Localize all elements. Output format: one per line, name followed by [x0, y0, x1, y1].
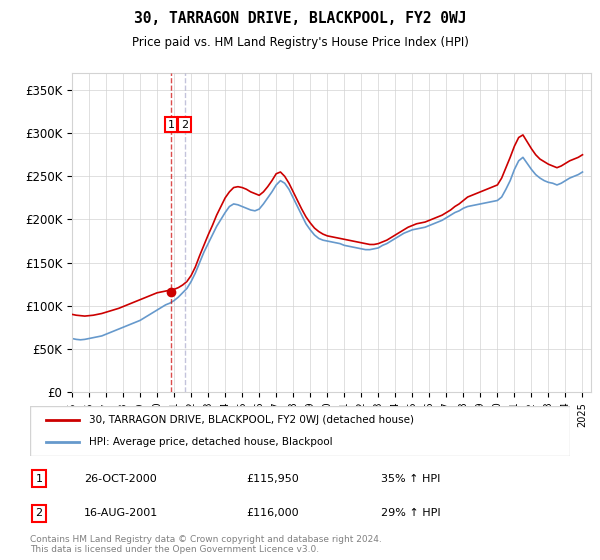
Text: Price paid vs. HM Land Registry's House Price Index (HPI): Price paid vs. HM Land Registry's House … — [131, 36, 469, 49]
Text: HPI: Average price, detached house, Blackpool: HPI: Average price, detached house, Blac… — [89, 437, 333, 447]
Text: 2: 2 — [181, 120, 188, 129]
Text: 30, TARRAGON DRIVE, BLACKPOOL, FY2 0WJ (detached house): 30, TARRAGON DRIVE, BLACKPOOL, FY2 0WJ (… — [89, 415, 415, 425]
Text: 16-AUG-2001: 16-AUG-2001 — [84, 508, 158, 519]
Text: 1: 1 — [35, 474, 43, 484]
Text: 26-OCT-2000: 26-OCT-2000 — [84, 474, 157, 484]
Text: £115,950: £115,950 — [246, 474, 299, 484]
FancyBboxPatch shape — [30, 406, 570, 456]
Text: 35% ↑ HPI: 35% ↑ HPI — [381, 474, 440, 484]
Text: 2: 2 — [35, 508, 43, 519]
Text: Contains HM Land Registry data © Crown copyright and database right 2024.
This d: Contains HM Land Registry data © Crown c… — [30, 535, 382, 554]
Text: 1: 1 — [167, 120, 175, 129]
Text: 29% ↑ HPI: 29% ↑ HPI — [381, 508, 440, 519]
Text: 30, TARRAGON DRIVE, BLACKPOOL, FY2 0WJ: 30, TARRAGON DRIVE, BLACKPOOL, FY2 0WJ — [134, 11, 466, 26]
Text: £116,000: £116,000 — [246, 508, 299, 519]
